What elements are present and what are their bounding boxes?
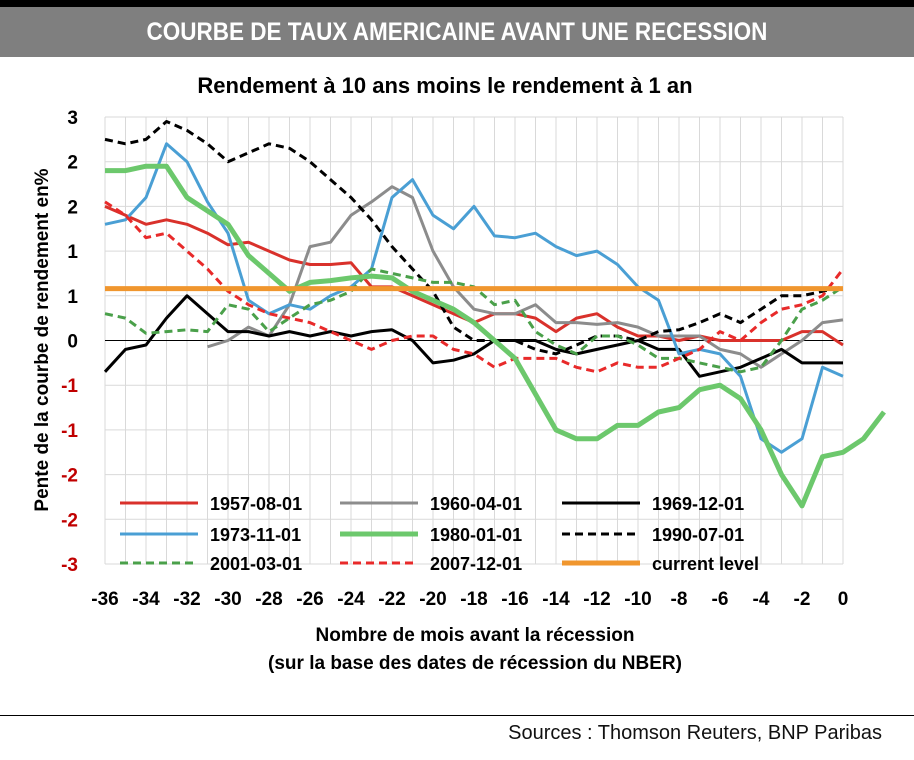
x-tick-label: -34 xyxy=(132,589,160,610)
y-tick-label: 3 xyxy=(67,108,78,129)
legend-label: 2001-03-01 xyxy=(210,554,302,574)
y-tick-label: -2 xyxy=(61,466,78,487)
x-tick-label: -28 xyxy=(255,589,282,610)
y-tick-labels: 3 2 2 1 1 0 -1 -1 -2 -2 -3 xyxy=(61,108,78,576)
series-lines xyxy=(103,120,886,509)
top-rule xyxy=(0,0,914,7)
x-tick-label: -18 xyxy=(460,589,487,610)
x-tick-label: 0 xyxy=(838,589,849,610)
legend: 1957-08-01 1960-04-01 1969-12-01 1973-11-01… xyxy=(120,494,759,574)
x-tick-label: -30 xyxy=(214,589,241,610)
series-line-1980-01-01 xyxy=(105,163,886,509)
x-tick-label: -4 xyxy=(753,589,770,610)
series-line-1990-07-01 xyxy=(104,120,844,356)
x-tick-label: -6 xyxy=(712,589,729,610)
legend-label: 1960-04-01 xyxy=(430,494,522,514)
legend-label: 1957-08-01 xyxy=(210,494,302,514)
chart-title: Rendement à 10 ans moins le rendement à … xyxy=(197,73,692,98)
x-tick-label: -22 xyxy=(378,589,405,610)
legend-label: current level xyxy=(652,554,759,574)
series-line-1973-11-01 xyxy=(104,142,844,454)
series-line-1960-04-01 xyxy=(207,185,844,369)
x-tick-label: -26 xyxy=(296,589,323,610)
footer-rule xyxy=(0,715,914,716)
x-tick-label: -24 xyxy=(337,589,365,610)
legend-label: 2007-12-01 xyxy=(430,554,522,574)
legend-label: 1969-12-01 xyxy=(652,494,744,514)
x-tick-label: -8 xyxy=(671,589,688,610)
y-tick-label: 2 xyxy=(67,153,78,174)
y-tick-label: -3 xyxy=(61,555,78,576)
x-tick-label: -16 xyxy=(501,589,528,610)
y-tick-label: 1 xyxy=(67,287,78,308)
x-tick-label: -36 xyxy=(91,589,118,610)
banner-title: COURBE DE TAUX AMERICAINE AVANT UNE RECE… xyxy=(146,17,768,46)
x-tick-label: -20 xyxy=(419,589,446,610)
x-tick-label: -10 xyxy=(624,589,651,610)
y-tick-label: -2 xyxy=(61,510,78,531)
series-line-1969-12-01 xyxy=(103,294,843,378)
x-tick-label: -2 xyxy=(794,589,811,610)
banner: COURBE DE TAUX AMERICAINE AVANT UNE RECE… xyxy=(0,7,914,57)
y-tick-label: 0 xyxy=(67,332,78,353)
x-tick-label: -12 xyxy=(583,589,610,610)
source-note: Sources : Thomson Reuters, BNP Paribas xyxy=(508,722,882,744)
x-tick-labels: -36 -34 -32 -30 -28 -26 -24 -22 -20 -18 -16 -14 -12-… xyxy=(91,589,848,610)
yield-curve-chart: Rendement à 10 ans moins le rendement à … xyxy=(32,73,886,674)
y-tick-label: 1 xyxy=(67,242,78,263)
y-tick-label: 2 xyxy=(67,197,78,218)
x-tick-label: -32 xyxy=(173,589,200,610)
grid xyxy=(104,116,844,565)
legend-label: 1990-07-01 xyxy=(652,525,744,545)
y-axis-label: Pente de la courbe de rendement en% xyxy=(32,168,53,511)
x-axis-label-2: (sur la base des dates de récession du N… xyxy=(268,653,682,674)
x-axis-label: Nombre de mois avant la récession xyxy=(316,625,635,646)
x-tick-label: -14 xyxy=(542,589,570,610)
y-tick-label: -1 xyxy=(61,376,78,397)
series-line-2007-12-01 xyxy=(104,200,845,374)
legend-label: 1973-11-01 xyxy=(210,525,301,545)
y-tick-label: -1 xyxy=(61,421,78,442)
legend-label: 1980-01-01 xyxy=(430,525,522,545)
